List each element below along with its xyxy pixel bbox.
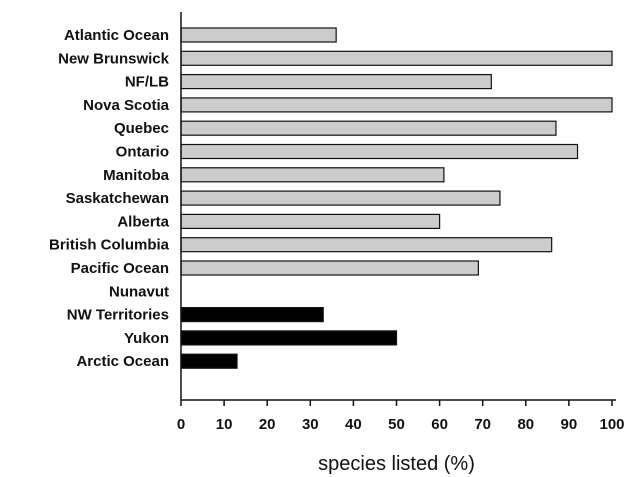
bar-manitoba xyxy=(180,167,445,183)
x-tick-label: 50 xyxy=(388,416,405,433)
x-tick-label: 30 xyxy=(302,416,319,433)
category-label: Arctic Ocean xyxy=(76,353,169,370)
x-tick-label: 20 xyxy=(259,416,276,433)
bars-group xyxy=(180,27,613,369)
category-label: NW Territories xyxy=(67,307,169,324)
x-ticks-group: 0 10 20 30 40 50 60 70 80 90 100 xyxy=(177,400,625,433)
category-label: NF/LB xyxy=(125,74,169,91)
category-label: Atlantic Ocean xyxy=(64,27,169,44)
category-labels: Atlantic Ocean New Brunswick NF/LB Nova Sco… xyxy=(49,27,170,370)
category-label: Manitoba xyxy=(103,167,169,184)
category-label: New Brunswick xyxy=(58,50,170,67)
category-label: British Columbia xyxy=(49,237,170,254)
bar-pacific-ocean xyxy=(180,260,479,276)
bar-yukon xyxy=(180,330,398,346)
x-tick-label: 40 xyxy=(345,416,362,433)
x-tick-label: 0 xyxy=(177,416,185,433)
category-label: Alberta xyxy=(117,213,169,230)
x-tick-label: 100 xyxy=(599,416,624,433)
x-tick-label: 60 xyxy=(431,416,448,433)
bar-nf-lb xyxy=(180,73,492,90)
x-tick-label: 10 xyxy=(216,416,233,433)
category-label: Yukon xyxy=(124,330,169,347)
bar-british-columbia xyxy=(180,237,553,253)
bar-alberta xyxy=(180,213,441,229)
bar-nova-scotia xyxy=(180,97,613,113)
x-axis-title: species listed (%) xyxy=(318,453,475,475)
category-label: Saskatchewan xyxy=(66,190,169,207)
bar-new-brunswick xyxy=(180,50,613,66)
category-label: Pacific Ocean xyxy=(71,260,169,277)
x-tick-label: 80 xyxy=(517,416,534,433)
bar-quebec xyxy=(180,120,557,136)
x-tick-label: 90 xyxy=(561,416,578,433)
category-label: Quebec xyxy=(114,120,169,137)
x-tick-label: 70 xyxy=(474,416,491,433)
bar-atlantic-ocean xyxy=(180,27,337,43)
category-label: Nunavut xyxy=(109,283,169,300)
bar-nw-territories xyxy=(180,307,324,323)
category-label: Ontario xyxy=(116,144,169,161)
bar-saskatchewan xyxy=(180,190,501,206)
bar-arctic-ocean xyxy=(180,353,238,369)
bar-ontario xyxy=(180,143,579,160)
category-label: Nova Scotia xyxy=(83,97,170,114)
